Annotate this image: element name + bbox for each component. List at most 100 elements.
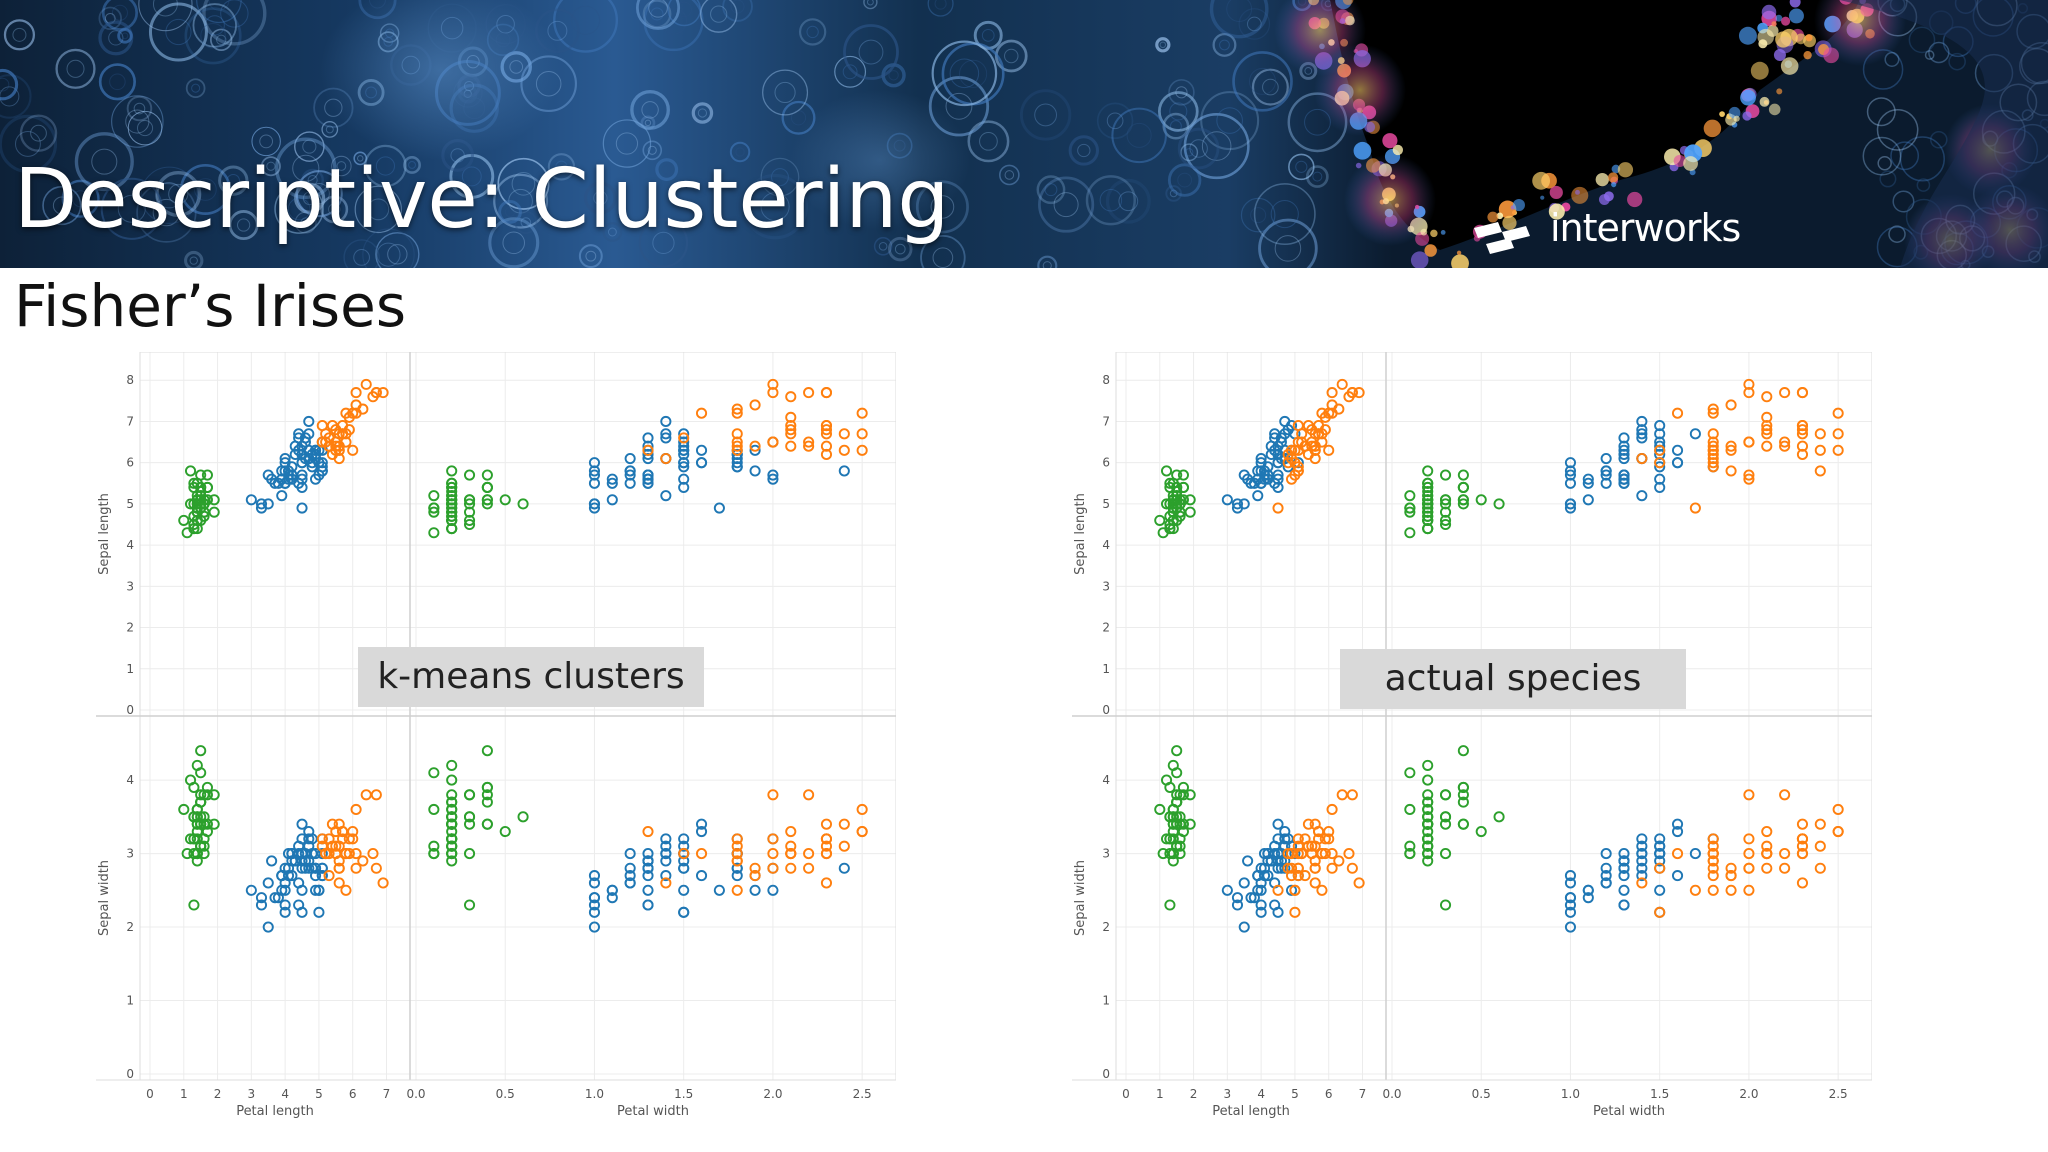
swirl-shape — [1232, 51, 1293, 112]
scatter-point — [1296, 428, 1308, 440]
scatter-point — [1422, 818, 1434, 830]
swirl-shape — [493, 173, 549, 229]
swirl-shape — [1004, 48, 1019, 64]
scatter-point — [660, 870, 672, 882]
scatter-point — [1171, 789, 1183, 801]
y-tick-label: 3 — [126, 579, 134, 593]
scatter-point — [588, 469, 601, 481]
swirl-shape — [121, 32, 129, 40]
swirl-shape — [19, 114, 58, 152]
scatter-point — [678, 440, 690, 452]
scatter-point — [191, 848, 203, 860]
scatter-point — [1167, 833, 1179, 845]
fractal-edge-shape — [1803, 50, 1812, 60]
scatter-point — [642, 825, 654, 838]
fractal-edge-shape — [1456, 250, 1462, 255]
scatter-point — [1336, 789, 1348, 801]
scatter-point — [1346, 862, 1358, 874]
scatter-point — [1636, 840, 1648, 852]
swirl-shape — [888, 70, 899, 81]
scatter-point — [330, 840, 342, 852]
axes: 0 1 2 3 4 5 6 7 Petal length 0.0 0.5 1.0 1.5 2.0 2.5 Pe… — [1072, 352, 1872, 1119]
scatter-point — [1174, 840, 1186, 852]
swirl-shape — [108, 30, 124, 46]
swirl-shape — [1168, 79, 1195, 106]
scatter-point — [320, 848, 332, 860]
scatter-point — [1309, 440, 1321, 452]
scatter-point — [1164, 848, 1176, 860]
scatter-point — [731, 870, 743, 882]
scatter-point — [642, 469, 654, 481]
scatter-point — [1654, 473, 1666, 485]
scatter-point — [1743, 833, 1755, 845]
swirl-shape — [1928, 41, 1950, 64]
scatter-point — [1422, 759, 1434, 771]
scatter-point — [642, 440, 654, 452]
swirl-shape — [1262, 78, 1279, 96]
swirl-shape — [91, 148, 118, 175]
k-means-scatter-svg: 0 1 2 3 4 5 6 7 Petal length 0.0 0.5 1.0 1.5 2.0 2.5 Pe… — [96, 352, 896, 1119]
swirl-shape — [294, 182, 326, 214]
swirl-shape — [602, 222, 623, 242]
swirl-shape — [488, 217, 540, 268]
swirl-shape — [331, 155, 352, 177]
scatter-point — [1796, 840, 1809, 852]
scatter-point — [377, 387, 389, 399]
scatter-point — [350, 862, 362, 874]
scatter-point — [642, 855, 654, 867]
scatter-point — [1258, 862, 1271, 874]
scatter-point — [446, 477, 458, 489]
scatter-point — [1319, 833, 1331, 845]
scatter-point — [1600, 870, 1612, 882]
x-tick-label: 6 — [349, 1087, 357, 1101]
scatter-point — [428, 840, 440, 852]
x-tick-label: 4 — [1257, 1087, 1265, 1101]
scatter-point — [767, 378, 779, 390]
swirl-shape — [408, 161, 416, 169]
scatter-point — [820, 848, 833, 860]
scatter-point — [446, 498, 458, 510]
swirl-shape — [15, 131, 41, 157]
x-tick-label: 1 — [180, 1087, 188, 1101]
scatter-point — [463, 494, 476, 506]
scatter-point — [1582, 892, 1594, 904]
scatter-point — [446, 825, 458, 838]
scatter-point — [820, 424, 833, 436]
scatter-point — [303, 862, 315, 874]
swirl-shape — [858, 39, 884, 65]
swirl-shape — [1044, 183, 1058, 197]
swirl-shape — [136, 120, 154, 137]
swirl-shape — [354, 185, 402, 234]
scatter-point — [428, 803, 440, 816]
scatter-point — [1618, 848, 1630, 860]
scatter-point — [731, 436, 743, 448]
swirl-shape — [920, 234, 966, 268]
scatter-point — [1272, 502, 1284, 514]
scatter-point — [749, 440, 761, 452]
scatter-point — [749, 444, 761, 456]
swirl-shape — [774, 81, 796, 104]
scatter-point — [820, 448, 833, 460]
swirl-shape — [353, 151, 368, 166]
y-tick-label: 0 — [126, 703, 134, 717]
scatter-point — [1221, 884, 1233, 896]
scatter-point — [1439, 848, 1452, 860]
scatter-point — [820, 833, 833, 845]
scatter-point — [463, 518, 476, 531]
scatter-point — [767, 848, 779, 860]
scatter-point — [1707, 862, 1719, 874]
scatter-point — [1309, 877, 1321, 889]
scatter-point — [463, 498, 476, 510]
fractal-background — [0, 0, 2048, 268]
swirl-shape — [308, 183, 330, 205]
y-tick-label: 1 — [126, 662, 134, 676]
x-tick-label: 3 — [248, 1087, 256, 1101]
scatter-point — [360, 789, 372, 801]
scatter-point — [282, 469, 295, 481]
x-tick-label: 5 — [1291, 1087, 1299, 1101]
scatter-point — [184, 833, 197, 845]
swirl-shape — [502, 231, 526, 255]
scatter-point — [1262, 469, 1274, 481]
x-tick-label: 2.5 — [853, 1087, 872, 1101]
scatter-point — [678, 473, 690, 485]
